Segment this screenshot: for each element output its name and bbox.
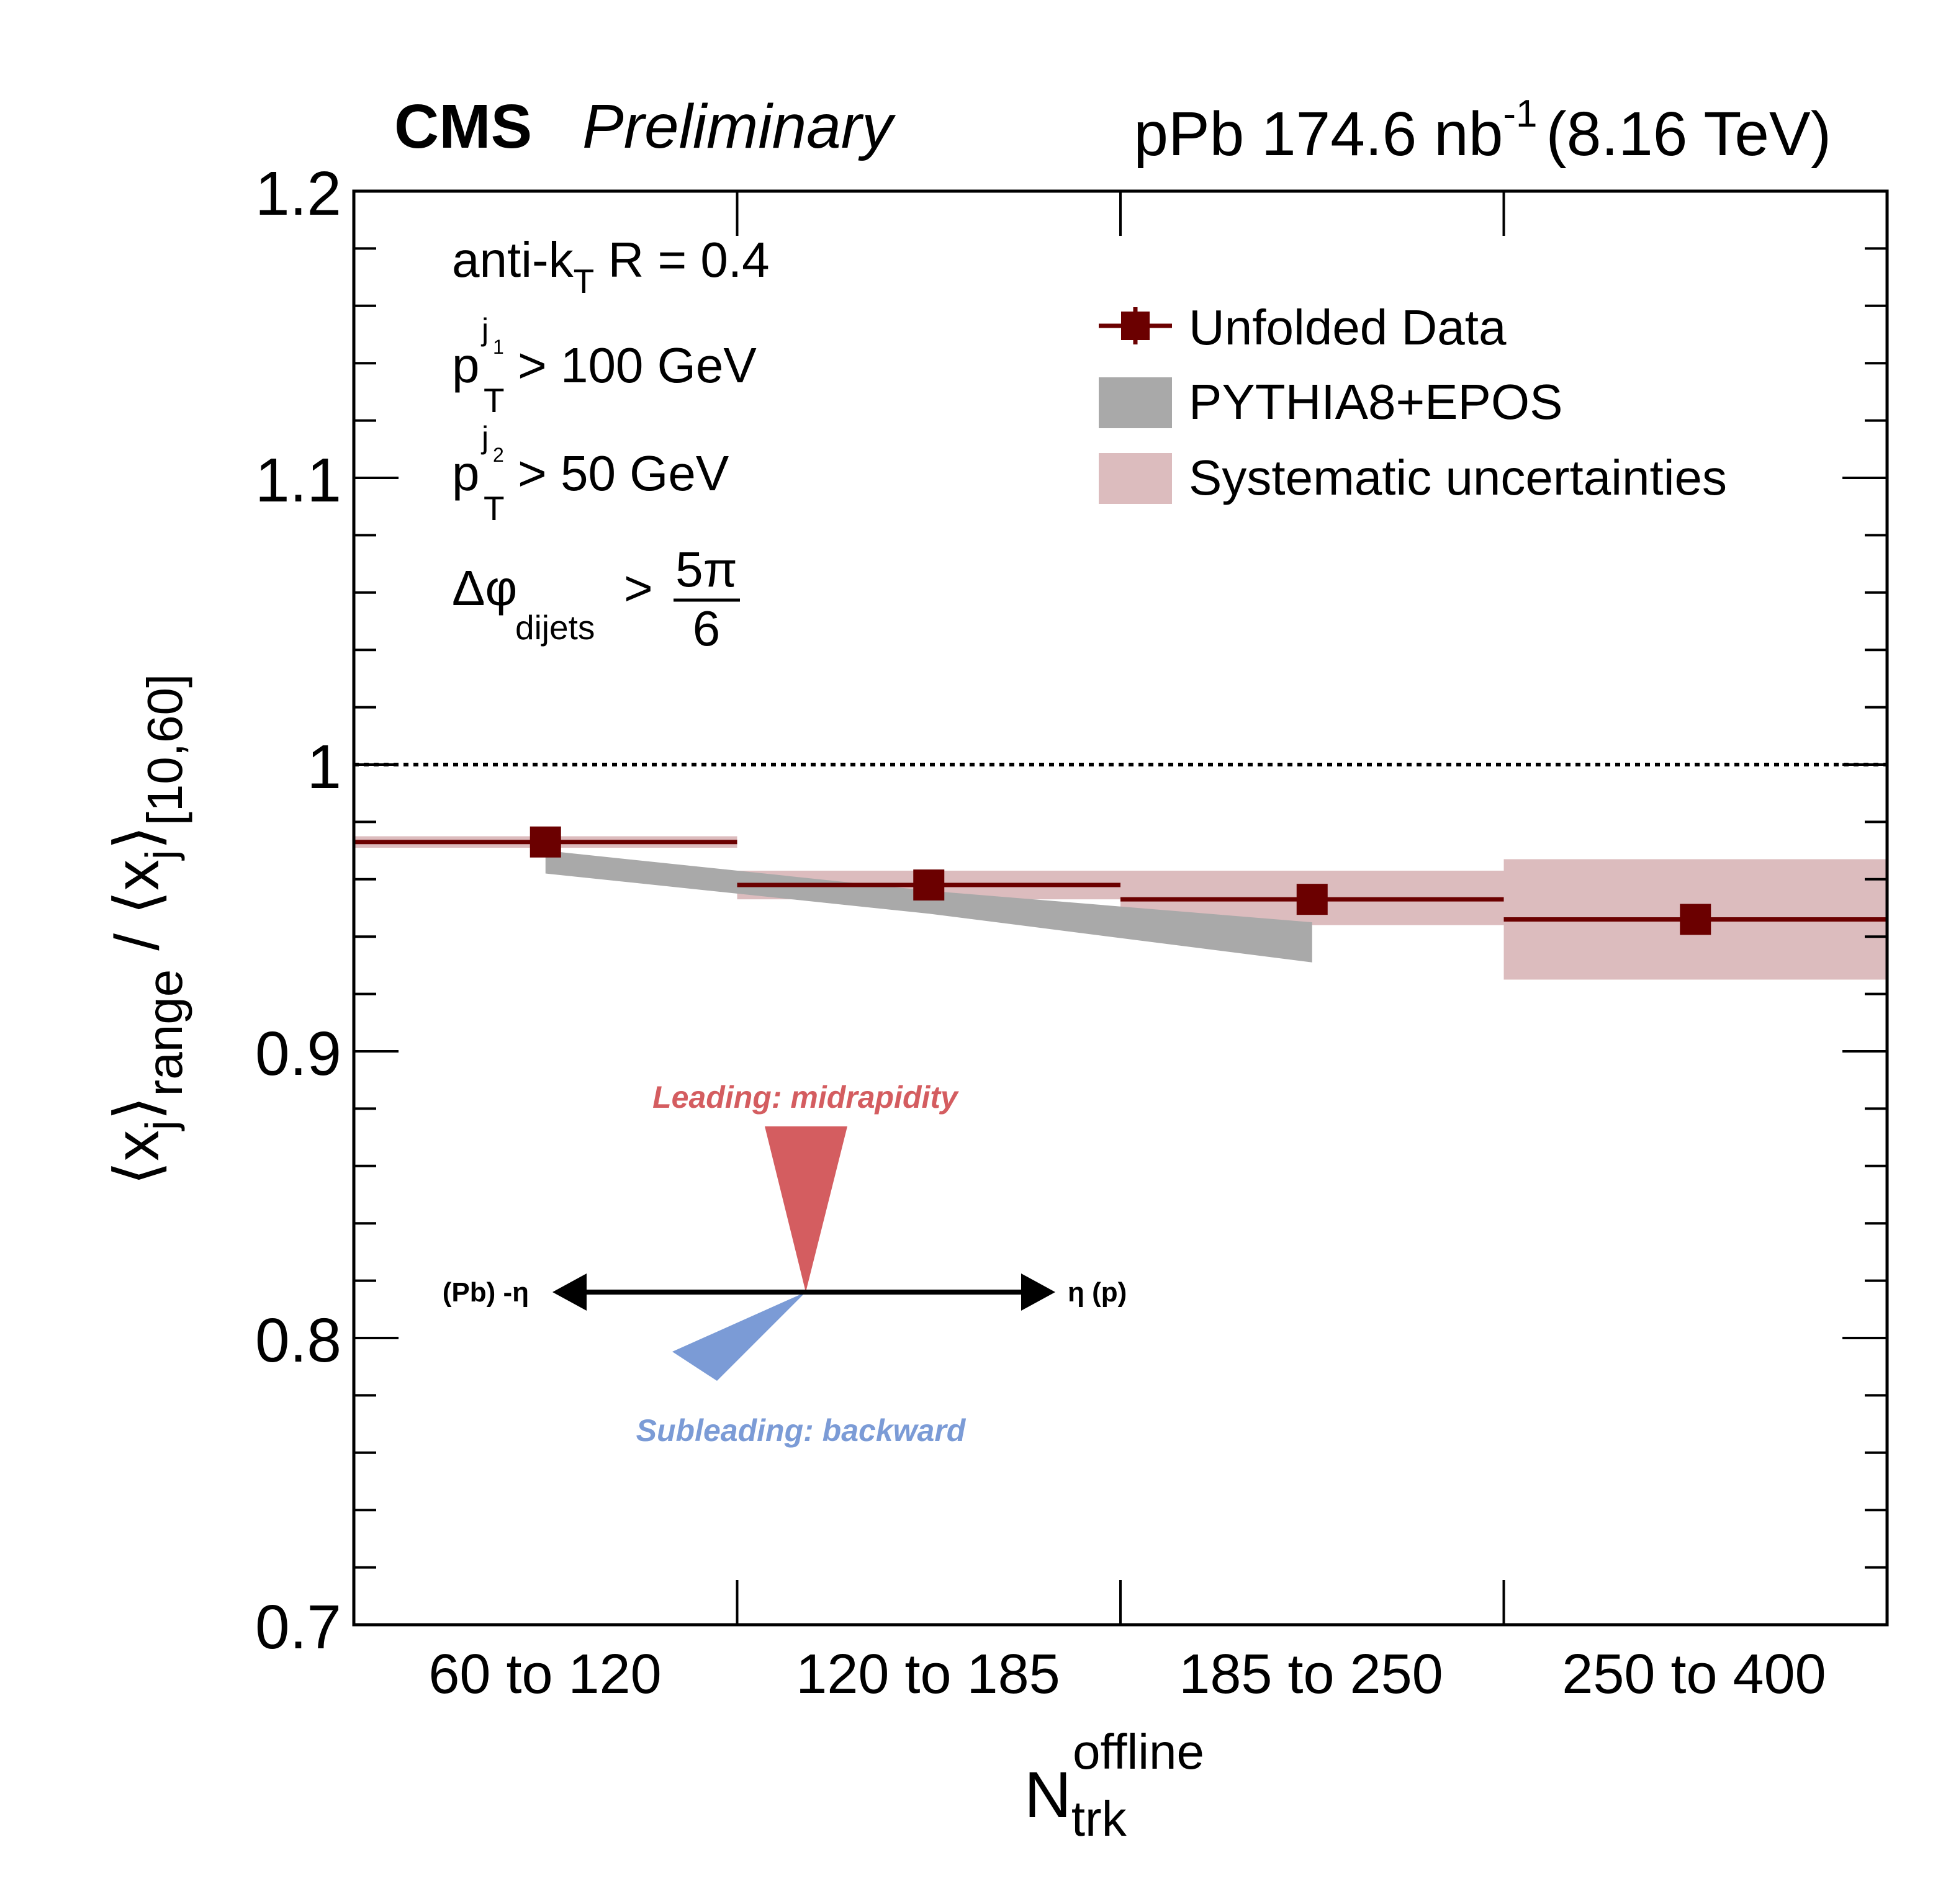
data-point-3 <box>1680 904 1711 935</box>
legend: Unfolded Data PYTHIA8+EPOS Systematic un… <box>1099 300 1727 505</box>
x-axis-title: Ntrk offline <box>1024 1724 1204 1846</box>
y-axis-lbracket-2: ⟨ <box>102 891 172 915</box>
x-axis-sup: offline <box>1073 1724 1204 1779</box>
lumi-energy-label: pPb 174.6 nb-1 (8.16 TeV) <box>1133 92 1831 169</box>
energy-label: (8.16 TeV) <box>1546 99 1831 169</box>
dphi-gt: > <box>624 560 653 616</box>
y-tick-label-1-2: 1.2 <box>255 159 341 228</box>
x-category-label-0: 60 to 120 <box>428 1643 661 1705</box>
y-axis-slash: / <box>102 933 172 951</box>
y-axis-title: ⟨xj⟩range/⟨xj⟩[10,60] <box>102 674 192 1185</box>
dphi-denominator: 6 <box>693 601 721 656</box>
pt2-sub: T <box>484 489 505 528</box>
y-tick-labels: 0.7 0.8 0.9 1 1.1 1.2 <box>255 159 341 1662</box>
jet-algo-sub: T <box>574 262 595 300</box>
pt1-sup-index: 1 <box>493 336 504 358</box>
lumi-exponent: -1 <box>1503 92 1537 135</box>
data-points <box>354 826 1887 935</box>
pt2-sup-index: 2 <box>493 444 504 466</box>
experiment-label: CMS <box>394 92 532 161</box>
x-axis-main: N <box>1024 1759 1071 1831</box>
status-label: Preliminary <box>582 92 896 161</box>
leading-label: Leading: midrapidity <box>652 1080 959 1115</box>
data-point-2 <box>1296 884 1328 915</box>
jet-algo-rest: R = 0.4 <box>594 232 769 287</box>
y-axis-num-j: j <box>137 1120 185 1131</box>
dphi-numerator: 5π <box>675 542 737 597</box>
leading-jet-cone <box>765 1126 847 1292</box>
y-axis-den-j: j <box>137 850 185 861</box>
y-tick-label-1-1: 1.1 <box>255 446 341 515</box>
selection-cuts: anti-kT R = 0.4 p T j 1 > 100 GeV p T j … <box>452 232 770 656</box>
svg-text:⟨xj⟩range/⟨xj⟩[10,60]: ⟨xj⟩range/⟨xj⟩[10,60] <box>102 674 192 1185</box>
model-band-polygon <box>545 850 1312 963</box>
y-axis-den-sub: [10,60] <box>137 674 192 826</box>
y-tick-label-0-8: 0.8 <box>255 1306 341 1375</box>
x-category-label-3: 250 to 400 <box>1562 1643 1826 1705</box>
legend-syst-label: Systematic uncertainties <box>1189 450 1727 505</box>
x-category-label-1: 120 to 185 <box>796 1643 1060 1705</box>
subleading-label: Subleading: backward <box>636 1413 967 1448</box>
data-point-1 <box>913 869 945 901</box>
legend-model-label: PYTHIA8+EPOS <box>1189 374 1562 429</box>
lumi-prefix: pPb 174.6 nb <box>1133 99 1503 169</box>
legend-data-marker <box>1121 312 1150 340</box>
pt2-cut-text: > 50 GeV <box>518 446 729 501</box>
eta-right-label: η (p) <box>1068 1277 1127 1308</box>
jet-algo-main: anti-k <box>452 232 574 287</box>
jet-algo-text: anti-kT R = 0.4 <box>452 232 770 300</box>
y-tick-label-0-7: 0.7 <box>255 1592 341 1662</box>
y-tick-label-1: 1 <box>307 732 341 802</box>
legend-syst-swatch <box>1099 453 1172 504</box>
y-axis-rbracket-1: ⟩ <box>102 1096 172 1120</box>
data-point-0 <box>530 826 561 858</box>
y-axis-rbracket-2: ⟩ <box>102 825 172 850</box>
x-ticks <box>736 191 1505 1625</box>
pt2-symbol: p <box>452 446 480 501</box>
dijet-diagram: Leading: midrapidity Subleading: backwar… <box>443 1080 1127 1448</box>
y-axis-lbracket-1: ⟨ <box>102 1161 172 1185</box>
model-band <box>545 850 1312 963</box>
pt1-sub: T <box>484 381 505 420</box>
eta-left-label: (Pb) -η <box>443 1277 529 1308</box>
subleading-jet-cone <box>672 1292 806 1381</box>
x-axis-sub: trk <box>1071 1791 1127 1846</box>
legend-data-label: Unfolded Data <box>1189 300 1507 355</box>
pt2-sup-j: j <box>480 420 489 455</box>
dphi-symbol: Δφ <box>452 560 517 616</box>
y-tick-label-0-9: 0.9 <box>255 1019 341 1089</box>
pt1-cut-text: > 100 GeV <box>518 338 757 393</box>
dphi-sub: dijets <box>515 608 595 647</box>
legend-model-swatch <box>1099 377 1172 428</box>
y-ticks <box>354 190 1887 1626</box>
pt1-symbol: p <box>452 338 480 393</box>
y-axis-den-x: x <box>102 860 172 891</box>
y-axis-num-x: x <box>102 1130 172 1161</box>
x-category-label-2: 185 to 250 <box>1179 1643 1443 1705</box>
x-tick-labels: 60 to 120 120 to 185 185 to 250 250 to 4… <box>428 1643 1826 1705</box>
y-axis-num-sub: range <box>137 969 192 1097</box>
pt1-sup-j: j <box>480 312 489 347</box>
eta-right-arrowhead <box>1021 1273 1055 1311</box>
eta-left-arrowhead <box>552 1273 587 1311</box>
